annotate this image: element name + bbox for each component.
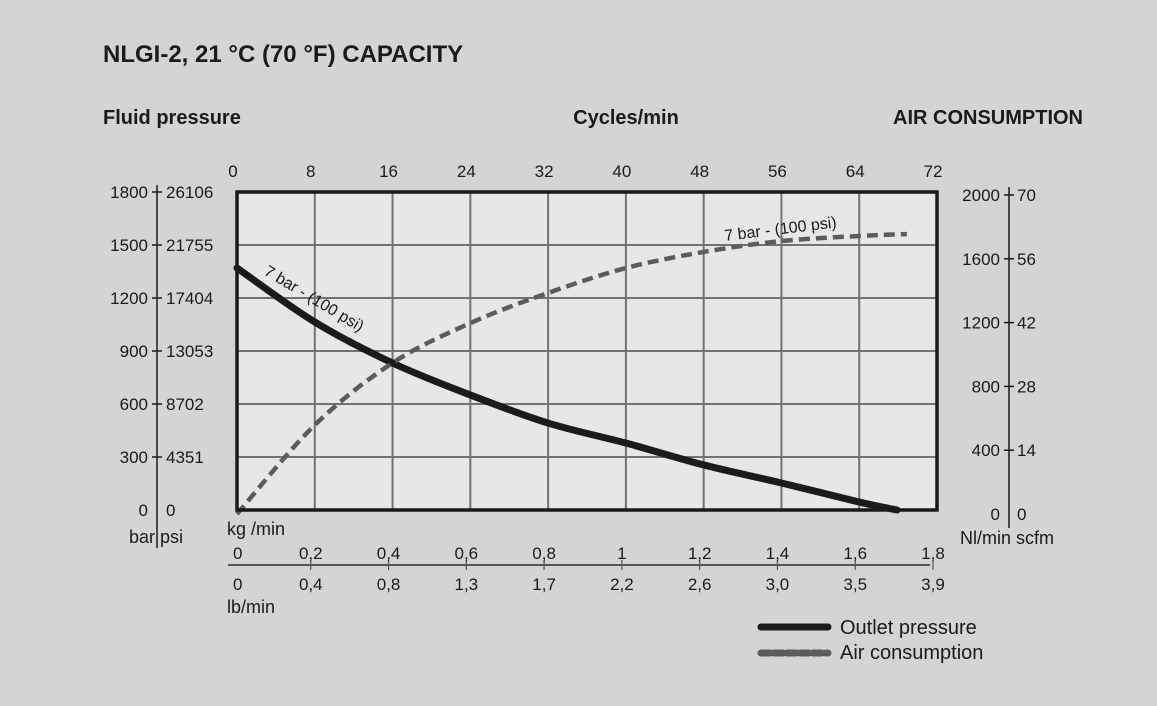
- left-tick-label-psi: 21755: [166, 236, 213, 255]
- left-tick-label-psi: 17404: [166, 289, 213, 308]
- right-tick-label-nl: 800: [972, 377, 1000, 396]
- left-tick-label-bar: 300: [120, 448, 148, 467]
- lb-axis-label: lb/min: [227, 597, 275, 617]
- kg-tick-label: 1: [617, 544, 626, 563]
- kg-tick-label: 0,4: [377, 544, 401, 563]
- kg-tick-label: 1,6: [843, 544, 867, 563]
- left-tick-label-bar: 1800: [110, 183, 148, 202]
- kg-tick-label: 0: [233, 544, 242, 563]
- lb-tick-label: 0,8: [377, 575, 401, 594]
- left-tick-label-psi: 0: [166, 501, 175, 520]
- lb-tick-label: 3,9: [921, 575, 945, 594]
- left-tick-label-bar: 1200: [110, 289, 148, 308]
- kg-tick-label: 0,8: [532, 544, 556, 563]
- lb-tick-label: 2,6: [688, 575, 712, 594]
- left-axis-title: Fluid pressure: [103, 107, 241, 129]
- right-tick-label-scfm: 14: [1017, 441, 1036, 460]
- top-tick-label: 0: [228, 162, 237, 181]
- kg-tick-label: 1,8: [921, 544, 945, 563]
- top-tick-label: 24: [457, 162, 476, 181]
- kg-tick-label: 0,2: [299, 544, 323, 563]
- lb-tick-label: 3,5: [843, 575, 867, 594]
- kg-axis-label: kg /min: [227, 519, 285, 539]
- right-tick-label-nl: 0: [991, 505, 1000, 524]
- right-units-label: Nl/min scfm: [960, 528, 1054, 548]
- right-tick-label-scfm: 28: [1017, 377, 1036, 396]
- lb-tick-label: 0,4: [299, 575, 323, 594]
- right-tick-label-nl: 1600: [962, 250, 1000, 269]
- left-tick-label-bar: 900: [120, 342, 148, 361]
- top-tick-label: 72: [924, 162, 943, 181]
- right-tick-label-nl: 2000: [962, 186, 1000, 205]
- right-tick-label-scfm: 70: [1017, 186, 1036, 205]
- top-tick-label: 56: [768, 162, 787, 181]
- left-tick-label-psi: 13053: [166, 342, 213, 361]
- left-tick-label-bar: 600: [120, 395, 148, 414]
- legend: Outlet pressure Air consumption: [757, 617, 983, 664]
- top-axis-title: Cycles/min: [573, 107, 679, 129]
- series-line-outlet-pressure: [233, 264, 901, 514]
- left-tick-label-bar: 1500: [110, 236, 148, 255]
- top-tick-label: 40: [612, 162, 631, 181]
- legend-label-outlet-pressure: Outlet pressure: [840, 617, 977, 639]
- plot-frame: [235, 190, 939, 512]
- grid: [237, 192, 937, 510]
- left-tick-label-psi: 8702: [166, 395, 204, 414]
- kg-tick-label: 0,6: [455, 544, 479, 563]
- right-tick-label-scfm: 42: [1017, 314, 1036, 333]
- right-axis-title: AIR CONSUMPTION: [893, 107, 1083, 129]
- right-tick-label-scfm: 56: [1017, 250, 1036, 269]
- right-tick-label-scfm: 0: [1017, 505, 1026, 524]
- left-tick-label-bar: 0: [139, 501, 148, 520]
- lb-tick-label: 0: [233, 575, 242, 594]
- top-tick-label: 32: [535, 162, 554, 181]
- legend-label-air-consumption: Air consumption: [840, 642, 983, 664]
- top-tick-label: 48: [690, 162, 709, 181]
- top-tick-label: 8: [306, 162, 315, 181]
- series-line-air-consumption: [235, 231, 907, 516]
- series-layer: [233, 231, 907, 516]
- right-tick-label-nl: 1200: [962, 314, 1000, 333]
- chart-title: NLGI-2, 21 °C (70 °F) CAPACITY: [103, 41, 463, 68]
- top-tick-label: 16: [379, 162, 398, 181]
- kg-tick-label: 1,4: [766, 544, 790, 563]
- left-tick-label-psi: 4351: [166, 448, 204, 467]
- right-tick-label-nl: 400: [972, 441, 1000, 460]
- left-units-label: bar psi: [129, 527, 183, 547]
- lb-tick-label: 3,0: [766, 575, 790, 594]
- lb-tick-label: 2,2: [610, 575, 634, 594]
- lb-tick-label: 1,7: [532, 575, 556, 594]
- lb-tick-label: 1,3: [455, 575, 479, 594]
- top-tick-label: 64: [846, 162, 865, 181]
- kg-tick-label: 1,2: [688, 544, 712, 563]
- left-tick-label-psi: 26106: [166, 183, 213, 202]
